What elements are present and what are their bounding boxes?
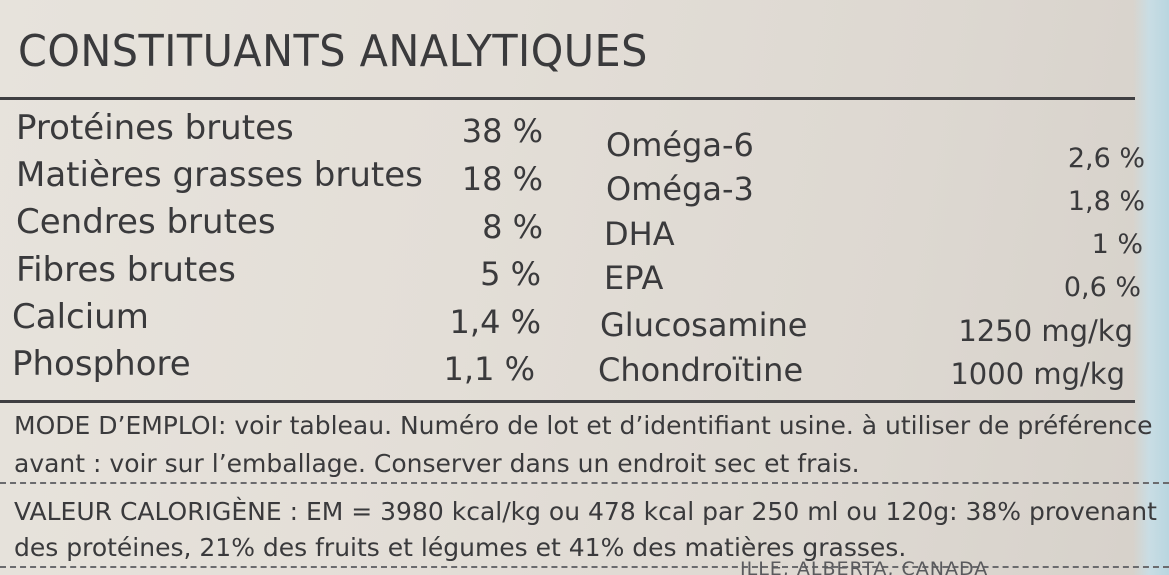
right-item-name: Glucosamine xyxy=(600,306,808,344)
package-edge xyxy=(1133,0,1169,575)
left-item-name: Phosphore xyxy=(12,344,191,384)
footer-partial-text: ILLE, ALBERTA, CANADA xyxy=(740,558,989,575)
left-item-name: Fibres brutes xyxy=(16,250,236,290)
right-item-value: 2,6 % xyxy=(1067,143,1145,174)
right-item-name: EPA xyxy=(604,259,664,297)
right-item-name: Oméga-3 xyxy=(606,170,754,208)
right-item-value: 1 % xyxy=(1091,229,1143,260)
left-item-value: 5 % xyxy=(480,255,541,293)
right-item-name: Chondroïtine xyxy=(598,351,804,389)
right-item-value: 1000 mg/kg xyxy=(950,357,1125,391)
left-item-value: 1,4 % xyxy=(449,303,541,341)
left-item-name: Matières grasses brutes xyxy=(16,155,423,195)
left-item-value: 38 % xyxy=(461,112,543,150)
left-item-name: Cendres brutes xyxy=(16,202,276,242)
right-item-value: 1250 mg/kg xyxy=(958,314,1133,348)
left-item-name: Protéines brutes xyxy=(16,108,294,148)
calorie-line2: des protéines, 21% des fruits et légumes… xyxy=(14,533,907,562)
section-title: CONSTITUANTS ANALYTIQUES xyxy=(18,26,648,77)
dashed-divider xyxy=(0,482,1169,484)
right-item-value: 0,6 % xyxy=(1063,272,1141,303)
mode-emploi-line2: avant : voir sur l’emballage. Conserver … xyxy=(14,449,860,478)
right-item-value: 1,8 % xyxy=(1067,186,1145,217)
right-item-name: DHA xyxy=(604,215,675,253)
left-item-value: 1,1 % xyxy=(443,350,535,388)
left-item-value: 8 % xyxy=(482,208,543,246)
title-divider xyxy=(0,97,1135,100)
dashed-divider-bottom xyxy=(0,566,1169,568)
left-item-name: Calcium xyxy=(12,297,149,337)
left-item-value: 18 % xyxy=(461,160,543,198)
mode-emploi-line1: MODE D’EMPLOI: voir tableau. Numéro de l… xyxy=(14,411,1153,440)
right-item-name: Oméga-6 xyxy=(606,126,754,164)
table-divider xyxy=(0,400,1135,403)
calorie-line1: VALEUR CALORIGÈNE : EM = 3980 kcal/kg ou… xyxy=(14,497,1157,526)
